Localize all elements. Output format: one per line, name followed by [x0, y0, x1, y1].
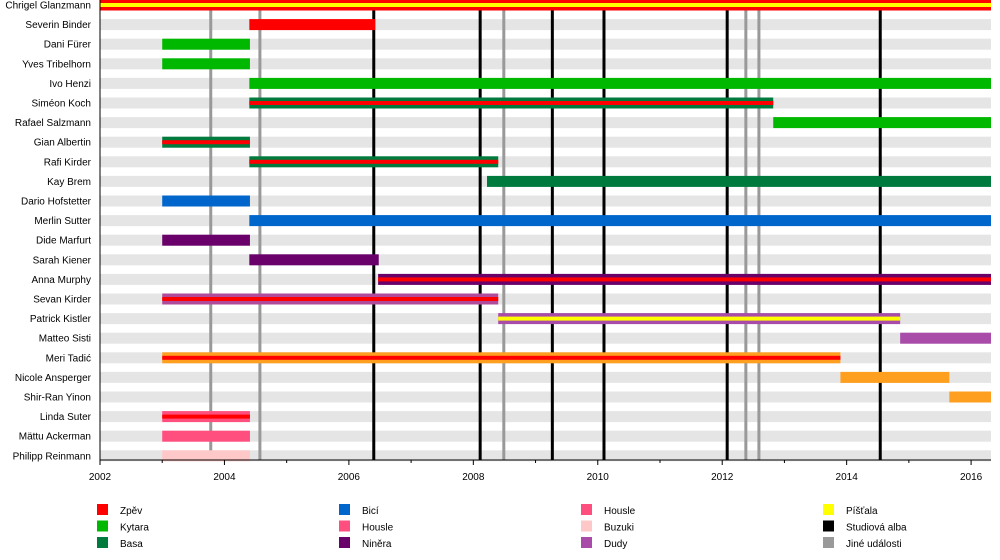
member-name: Anna Murphy [32, 275, 91, 286]
legend-swatch [581, 537, 592, 548]
member-name: Chrigel Glanzmann [5, 1, 91, 12]
row-band [100, 254, 991, 266]
member-bar-stripe [498, 316, 901, 321]
member-name: Mättu Ackerman [19, 432, 91, 443]
row-band [100, 293, 991, 305]
member-bar [249, 215, 992, 227]
legend-label: Dudy [604, 539, 627, 550]
legend-label: Kytara [120, 523, 149, 534]
legend-swatch [581, 504, 592, 515]
member-name: Rafi Kirder [44, 157, 92, 168]
member-name: Dani Fürer [44, 40, 92, 51]
legend-swatch [581, 520, 592, 532]
member-name: Dide Marfurt [36, 236, 91, 247]
member-bar-stripe [378, 277, 991, 282]
member-name: Dario Hofstetter [21, 197, 92, 208]
row-band [100, 117, 991, 129]
row-band [100, 136, 991, 148]
row-band [100, 391, 991, 403]
row-band [100, 195, 991, 207]
legend-swatch [97, 520, 108, 532]
x-tick-label: 2016 [960, 472, 983, 483]
legend-label: Studiová alba [846, 523, 907, 534]
legend-swatch [823, 520, 834, 532]
member-name: Kay Brem [47, 177, 91, 188]
x-tick-label: 2012 [711, 472, 734, 483]
legend-label: Basa [120, 539, 143, 550]
member-name: Meri Tadić [46, 353, 91, 364]
member-bar-stripe [249, 101, 774, 105]
member-name: Siméon Koch [32, 99, 91, 110]
member-bar-stripe [162, 414, 250, 419]
member-bar-stripe [249, 159, 499, 164]
member-bar [900, 332, 991, 344]
legend-swatch [823, 537, 834, 548]
x-tick-label: 2002 [89, 472, 112, 483]
member-name: Merlin Sutter [34, 216, 91, 227]
row-band [100, 371, 991, 383]
member-bar [840, 371, 950, 383]
member-bar-stripe [162, 355, 841, 360]
member-bar-stripe [100, 3, 991, 7]
legend-label: Zpěv [120, 506, 142, 517]
member-name: Linda Suter [40, 412, 92, 423]
legend-swatch [339, 520, 350, 532]
member-bar [162, 450, 250, 462]
row-band [100, 234, 991, 246]
member-name: Rafael Salzmann [15, 118, 91, 129]
row-band [100, 411, 991, 423]
x-tick-label: 2010 [587, 472, 610, 483]
member-bar [162, 234, 250, 246]
member-bar [487, 175, 991, 187]
member-bar [162, 38, 250, 50]
member-name: Shir-Ran Yinon [24, 393, 91, 404]
legend-label: Housle [604, 506, 636, 517]
x-tick-label: 2008 [462, 472, 485, 483]
member-bar [162, 58, 250, 70]
legend-label: Bicí [362, 506, 379, 517]
member-name: Yves Tribelhorn [22, 59, 91, 70]
member-name: Nicole Ansperger [15, 373, 92, 384]
legend-label: Housle [362, 523, 394, 534]
member-name: Matteo Sisti [39, 334, 91, 345]
member-bar [162, 195, 250, 207]
row-band [100, 19, 991, 31]
legend-swatch [97, 537, 108, 548]
member-bar [949, 391, 991, 403]
legend-swatch [823, 504, 834, 515]
member-name: Ivo Henzi [49, 79, 91, 90]
legend-label: Píšťala [846, 506, 878, 517]
member-bar [249, 77, 992, 89]
member-bar-stripe [162, 297, 499, 301]
member-name: Sarah Kiener [33, 255, 92, 266]
legend-swatch [97, 504, 108, 515]
legend-swatch [339, 537, 350, 548]
x-tick-label: 2014 [836, 472, 859, 483]
member-name: Philipp Reinmann [13, 451, 91, 462]
member-name: Patrick Kistler [30, 314, 92, 325]
row-band [100, 156, 991, 168]
legend-label: Jiné události [846, 539, 902, 550]
member-bar [249, 254, 379, 266]
member-name: Severin Binder [25, 20, 91, 31]
member-bar [162, 430, 250, 442]
legend-label: Buzuki [604, 523, 634, 534]
row-band [100, 450, 991, 462]
legend-label: Niněra [362, 539, 392, 550]
x-tick-label: 2004 [213, 472, 236, 483]
member-bar-stripe [162, 140, 250, 145]
member-name: Sevan Kirder [33, 295, 91, 306]
member-bar [773, 117, 991, 129]
x-tick-label: 2006 [338, 472, 361, 483]
legend-swatch [339, 504, 350, 515]
member-name: Gian Albertin [34, 138, 91, 149]
row-band [100, 332, 991, 344]
row-band [100, 38, 991, 50]
member-bar [249, 19, 376, 31]
row-band [100, 58, 991, 70]
row-band [100, 430, 991, 442]
